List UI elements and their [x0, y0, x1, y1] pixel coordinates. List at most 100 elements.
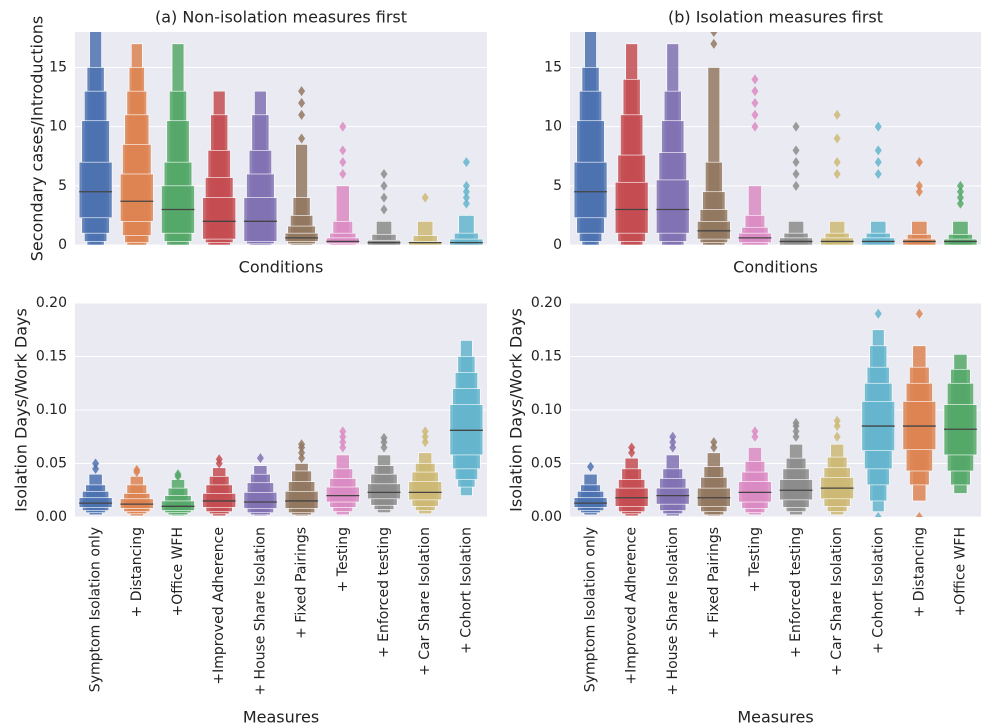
panel: 0.00 0.05 0.10 0.15 0.20 Symptom Isolation on…: [507, 295, 981, 727]
x-tick-label: + Distancing: [129, 527, 145, 617]
x-tick-label: + Enforced testing: [376, 527, 392, 658]
y-tick-label: 5: [58, 178, 67, 194]
outlier: [874, 121, 882, 132]
y-tick-label: 10: [544, 119, 562, 135]
x-tick-label: + House Share Isolation: [252, 527, 268, 696]
outlier: [874, 145, 882, 156]
panel-title: (a) Non-isolation measures first: [155, 8, 407, 27]
letter-value-box: [412, 235, 438, 245]
plot: [78, 340, 484, 517]
outlier: [874, 512, 882, 517]
outlier: [669, 442, 677, 453]
outlier: [462, 192, 470, 203]
outlier: [956, 186, 964, 197]
outlier: [587, 461, 595, 472]
outlier: [833, 421, 841, 432]
outlier: [215, 454, 223, 465]
outlier: [298, 86, 306, 97]
outlier: [710, 32, 718, 37]
outlier: [421, 426, 429, 437]
outlier: [298, 447, 306, 458]
outlier: [380, 192, 388, 203]
outlier: [92, 458, 100, 469]
y-tick-label: 15: [49, 60, 67, 76]
outlier: [792, 426, 800, 437]
outlier: [915, 512, 923, 517]
y-tick-label: 0.00: [531, 509, 562, 525]
outlier: [874, 169, 882, 179]
outlier: [339, 426, 347, 437]
x-tick-label: + Distancing: [911, 527, 927, 617]
x-tick-label: +Office WFH: [170, 527, 186, 616]
outlier: [462, 198, 470, 209]
outlier: [380, 204, 388, 215]
outlier: [792, 121, 800, 132]
y-tick-label: 0: [553, 237, 562, 253]
outlier: [380, 169, 388, 179]
outlier: [710, 38, 718, 49]
letter-value-box: [243, 492, 278, 509]
outlier: [339, 145, 347, 156]
outlier: [710, 437, 718, 448]
outlier: [421, 192, 429, 203]
letter-value-box: [78, 161, 113, 219]
outlier: [956, 198, 964, 209]
y-tick-label: 0.10: [36, 402, 67, 418]
outlier: [956, 180, 964, 191]
x-axis-label: Measures: [737, 708, 813, 727]
outlier: [421, 437, 429, 448]
outlier: [339, 157, 347, 168]
outlier: [298, 133, 306, 144]
outlier: [915, 180, 923, 191]
y-tick-label: 0.10: [531, 402, 562, 418]
outlier: [751, 86, 759, 97]
outlier: [380, 180, 388, 191]
y-axis-label: Secondary cases/Introductions: [28, 16, 47, 262]
outlier: [792, 180, 800, 191]
outlier: [833, 415, 841, 426]
outlier: [833, 157, 841, 168]
outlier: [628, 447, 636, 458]
outlier: [339, 442, 347, 453]
outlier: [792, 169, 800, 179]
outlier: [669, 431, 677, 442]
outlier: [256, 453, 264, 464]
letter-value-box: [371, 234, 397, 245]
outlier: [298, 439, 306, 450]
outlier: [339, 437, 347, 448]
y-tick-label: 0.00: [36, 509, 67, 525]
y-tick-label: 15: [544, 60, 562, 76]
outlier: [462, 186, 470, 197]
outlier: [462, 157, 470, 168]
x-axis-label: Conditions: [733, 258, 818, 277]
letter-value-box: [243, 197, 278, 242]
x-tick-label: + Testing: [747, 527, 763, 592]
x-tick-label: + Enforced testing: [788, 527, 804, 658]
letter-value-box: [295, 144, 308, 245]
outlier: [751, 74, 759, 85]
x-axis-label: Conditions: [239, 258, 324, 277]
plot: [573, 32, 978, 245]
letter-value-box: [120, 173, 154, 222]
outlier: [833, 109, 841, 120]
outlier: [874, 157, 882, 168]
x-tick-label: +Improved Adherence: [624, 527, 640, 685]
letter-value-box: [284, 491, 319, 509]
outlier: [751, 109, 759, 120]
plot: [573, 308, 978, 517]
outlier: [751, 121, 759, 132]
plot: [78, 32, 484, 245]
x-tick-label: + Fixed Pairings: [294, 527, 310, 639]
outlier: [380, 442, 388, 453]
outlier: [833, 133, 841, 144]
x-tick-label: + Cohort Isolation: [458, 527, 474, 654]
outlier: [751, 98, 759, 108]
outlier: [915, 157, 923, 168]
outlier: [462, 180, 470, 191]
outlier: [792, 157, 800, 168]
y-tick-label: 0.20: [531, 295, 562, 311]
y-tick-label: 0.05: [531, 456, 562, 472]
outlier: [792, 145, 800, 156]
y-tick-label: 0: [58, 237, 67, 253]
outlier: [298, 453, 306, 464]
